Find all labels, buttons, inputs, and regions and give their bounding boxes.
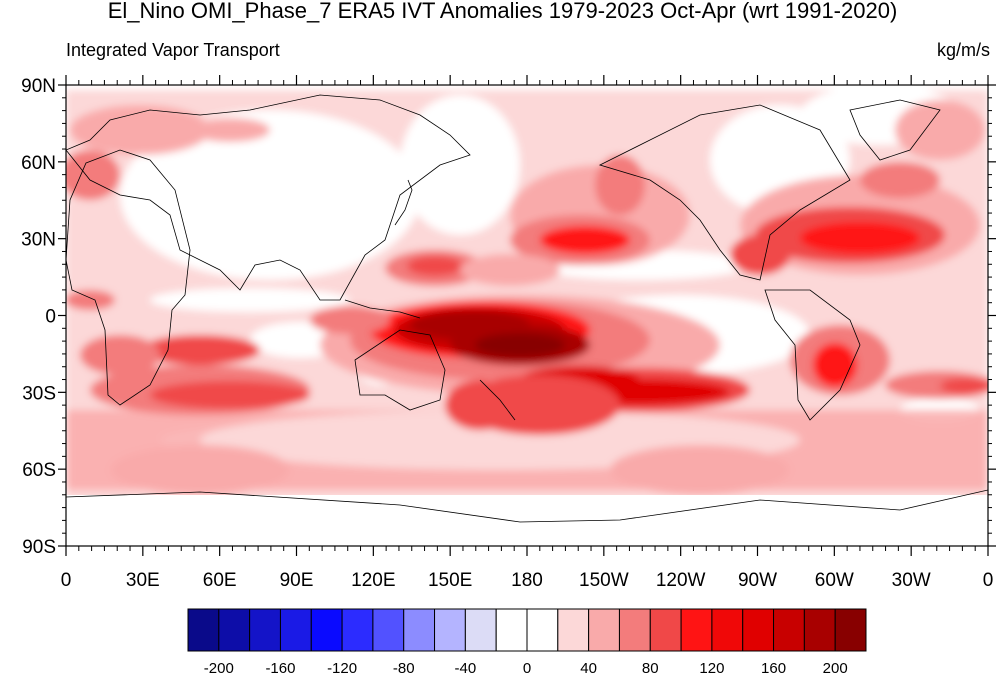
colorbar-swatch (403, 608, 436, 652)
lon-tick-label: 30W (892, 570, 931, 591)
lon-tick-label: 150E (428, 570, 472, 591)
variable-name: Integrated Vapor Transport (66, 40, 280, 60)
colorbar-swatch (618, 608, 651, 652)
colorbar-label: -120 (327, 660, 357, 676)
colorbar-label: 160 (761, 660, 786, 676)
lon-tick-label: 120E (351, 570, 395, 591)
colorbar-label: 40 (580, 660, 597, 676)
lat-tick-label: 30N (21, 230, 56, 251)
lon-tick-label: 180 (511, 570, 543, 591)
colorbar-swatch (711, 608, 744, 652)
colorbar-swatch (495, 608, 528, 652)
lon-tick-label: 60E (203, 570, 237, 591)
lon-tick-label: 120W (656, 570, 706, 591)
lon-tick-label: 60W (815, 570, 854, 591)
plot-title: El_Nino OMI_Phase_7 ERA5 IVT Anomalies 1… (107, 0, 898, 23)
colorbar-swatch (557, 608, 590, 652)
colorbar-label: -80 (393, 660, 415, 676)
colorbar-swatch (341, 608, 374, 652)
lat-tick-label: 60S (22, 460, 56, 481)
colorbar-swatch (742, 608, 775, 652)
lon-tick-label: 30E (126, 570, 160, 591)
lat-tick-label: 90S (22, 537, 56, 558)
colorbar-label: -160 (265, 660, 295, 676)
lon-tick-label: 90E (280, 570, 314, 591)
colorbar-swatch (680, 608, 713, 652)
coastlines (66, 94, 988, 523)
lat-tick-label: 60N (21, 153, 56, 174)
colorbar-swatch (526, 608, 559, 652)
colorbar-label: 200 (823, 660, 848, 676)
units-label: kg/m/s (936, 40, 990, 60)
lon-tick-label: 0 (61, 570, 72, 591)
colorbar-swatch (279, 608, 312, 652)
colorbar-label: 80 (642, 660, 659, 676)
anomaly-field (66, 85, 988, 546)
colorbar-swatch (649, 608, 682, 652)
colorbar-swatch (803, 608, 836, 652)
colorbar-swatch (372, 608, 405, 652)
lon-tick-label: 150W (579, 570, 629, 591)
colorbar-swatch (218, 608, 251, 652)
colorbar-swatch (249, 608, 281, 652)
lat-tick-label: 0 (45, 307, 56, 328)
colorbar-label: 0 (523, 660, 531, 676)
colorbar-label: -200 (204, 660, 234, 676)
lat-tick-label: 90N (21, 76, 56, 97)
colorbar-swatch (434, 608, 466, 652)
colorbar-swatch (464, 608, 497, 652)
colorbar-swatch (310, 608, 343, 652)
colorbar-label: -40 (455, 660, 477, 676)
lon-tick-label: 90W (738, 570, 777, 591)
colorbar-swatch (187, 608, 220, 652)
colorbar-label: 120 (699, 660, 724, 676)
lat-tick-label: 30S (22, 383, 56, 404)
colorbar-swatch (588, 608, 620, 652)
colorbar: -200 -160 -120 -80 -40 0 40 80 120 160 200 (187, 608, 867, 676)
lon-tick-label: 0 (983, 570, 994, 591)
colorbar-swatch (834, 608, 867, 652)
colorbar-swatch (773, 608, 805, 652)
